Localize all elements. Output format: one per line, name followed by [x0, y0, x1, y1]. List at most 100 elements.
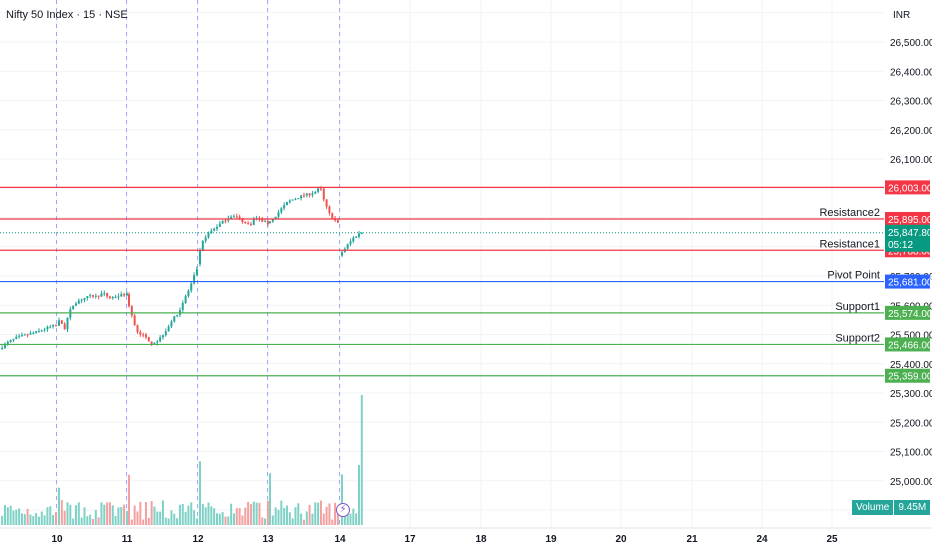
- candle-body: [274, 216, 277, 220]
- candle-body: [161, 335, 164, 338]
- lightning-bolt-icon[interactable]: ⚡: [336, 503, 350, 517]
- candle-body: [153, 342, 156, 345]
- candle-body: [12, 338, 15, 341]
- volume-bar: [123, 504, 126, 525]
- x-tick-label: 12: [192, 534, 204, 545]
- volume-bar: [325, 506, 328, 525]
- volume-bar: [83, 507, 86, 525]
- candle-body: [150, 341, 153, 345]
- volume-bar: [317, 502, 320, 525]
- volume-bar: [207, 502, 210, 525]
- level-price-label: 25,359.00: [888, 372, 932, 383]
- candle-body: [308, 193, 311, 196]
- y-tick-label: 25,100.00: [890, 448, 932, 459]
- volume-badge-value: 9.45M: [894, 500, 931, 515]
- candle-body: [26, 334, 29, 336]
- volume-bar: [297, 503, 300, 525]
- volume-bar: [139, 501, 142, 525]
- volume-bar: [100, 502, 103, 525]
- candle-body: [252, 219, 255, 225]
- candle-body: [232, 216, 235, 218]
- volume-bar: [255, 502, 258, 525]
- volume-bar: [108, 502, 111, 525]
- volume-bar: [261, 517, 264, 525]
- candle-body: [159, 337, 162, 342]
- candle-body: [125, 293, 128, 296]
- candle-body: [66, 317, 69, 330]
- volume-bar: [346, 507, 349, 525]
- volume-bar: [352, 508, 355, 525]
- volume-bar: [58, 487, 60, 525]
- candle-body: [15, 336, 18, 339]
- volume-bar: [86, 516, 89, 525]
- candle-body: [83, 297, 86, 300]
- volume-bar: [294, 507, 297, 525]
- level-price-badge: [885, 337, 930, 352]
- candle-body: [283, 205, 286, 209]
- volume-bar: [20, 513, 23, 525]
- chart-title: Nifty 50 Index · 15 · NSE: [6, 9, 128, 21]
- candle-body: [314, 191, 317, 194]
- candle-body: [331, 213, 334, 219]
- volume-bar: [37, 516, 40, 525]
- x-tick-label: 21: [686, 534, 698, 545]
- level-name: Resistance1: [819, 238, 880, 250]
- candle-body: [249, 223, 252, 225]
- last-price-badge: [885, 224, 930, 252]
- candle-body: [215, 226, 218, 229]
- volume-bar: [9, 505, 12, 525]
- volume-bar: [227, 516, 230, 525]
- time-axis[interactable]: 10 11 12 13 14 17 18 19 20 21 24 25: [0, 527, 932, 545]
- candle-body: [136, 325, 139, 333]
- volume-bar: [241, 515, 244, 525]
- candle-body: [305, 193, 308, 196]
- candle-body: [1, 347, 4, 350]
- candle-body: [133, 315, 136, 326]
- volume-bar: [80, 517, 83, 525]
- candle-body: [221, 220, 224, 224]
- x-tick-label: 20: [615, 534, 627, 545]
- volume-bar: [283, 507, 286, 525]
- candle-body: [238, 216, 241, 219]
- candle-body: [49, 326, 52, 328]
- volume-bar: [314, 502, 317, 525]
- candle-body: [302, 195, 305, 197]
- candle-body: [341, 252, 343, 256]
- volume-bar: [69, 504, 72, 525]
- candle-body: [328, 206, 331, 214]
- candle-body: [346, 244, 349, 249]
- volume-badge-label: Volume: [852, 500, 894, 515]
- volume-bar: [136, 511, 139, 525]
- currency-label[interactable]: INR: [893, 10, 911, 21]
- volume-bar: [360, 395, 363, 525]
- volume-bar: [264, 518, 267, 525]
- candle-body: [117, 296, 120, 298]
- candle-body: [29, 333, 32, 335]
- bar-countdown-label: 05:12: [888, 240, 913, 251]
- candle-body: [352, 237, 355, 242]
- candle-body: [164, 331, 167, 336]
- candle-body: [322, 188, 325, 200]
- level-price-badge: [885, 368, 930, 383]
- candle-body: [193, 275, 196, 284]
- volume-bar: [153, 506, 156, 525]
- volume-bar: [195, 518, 198, 525]
- volume-bar: [269, 473, 271, 525]
- volume-bar: [258, 502, 261, 525]
- candle-body: [89, 295, 92, 297]
- volume-bar: [74, 505, 77, 525]
- volume-bar: [60, 500, 63, 525]
- candle-body: [106, 293, 109, 297]
- candle-body: [204, 237, 207, 241]
- price-axis[interactable]: 25,000.00 25,100.00 25,200.00 25,300.00 25,4…: [884, 0, 932, 528]
- volume-bar: [15, 509, 18, 525]
- level-name: Support2: [835, 332, 880, 344]
- candle-body: [156, 341, 159, 343]
- candle-body: [139, 332, 142, 335]
- level-name: Resistance2: [819, 207, 880, 219]
- candle-body: [325, 199, 328, 207]
- candle-body: [213, 228, 216, 231]
- candle-body: [360, 233, 363, 235]
- volume-bar: [167, 518, 170, 525]
